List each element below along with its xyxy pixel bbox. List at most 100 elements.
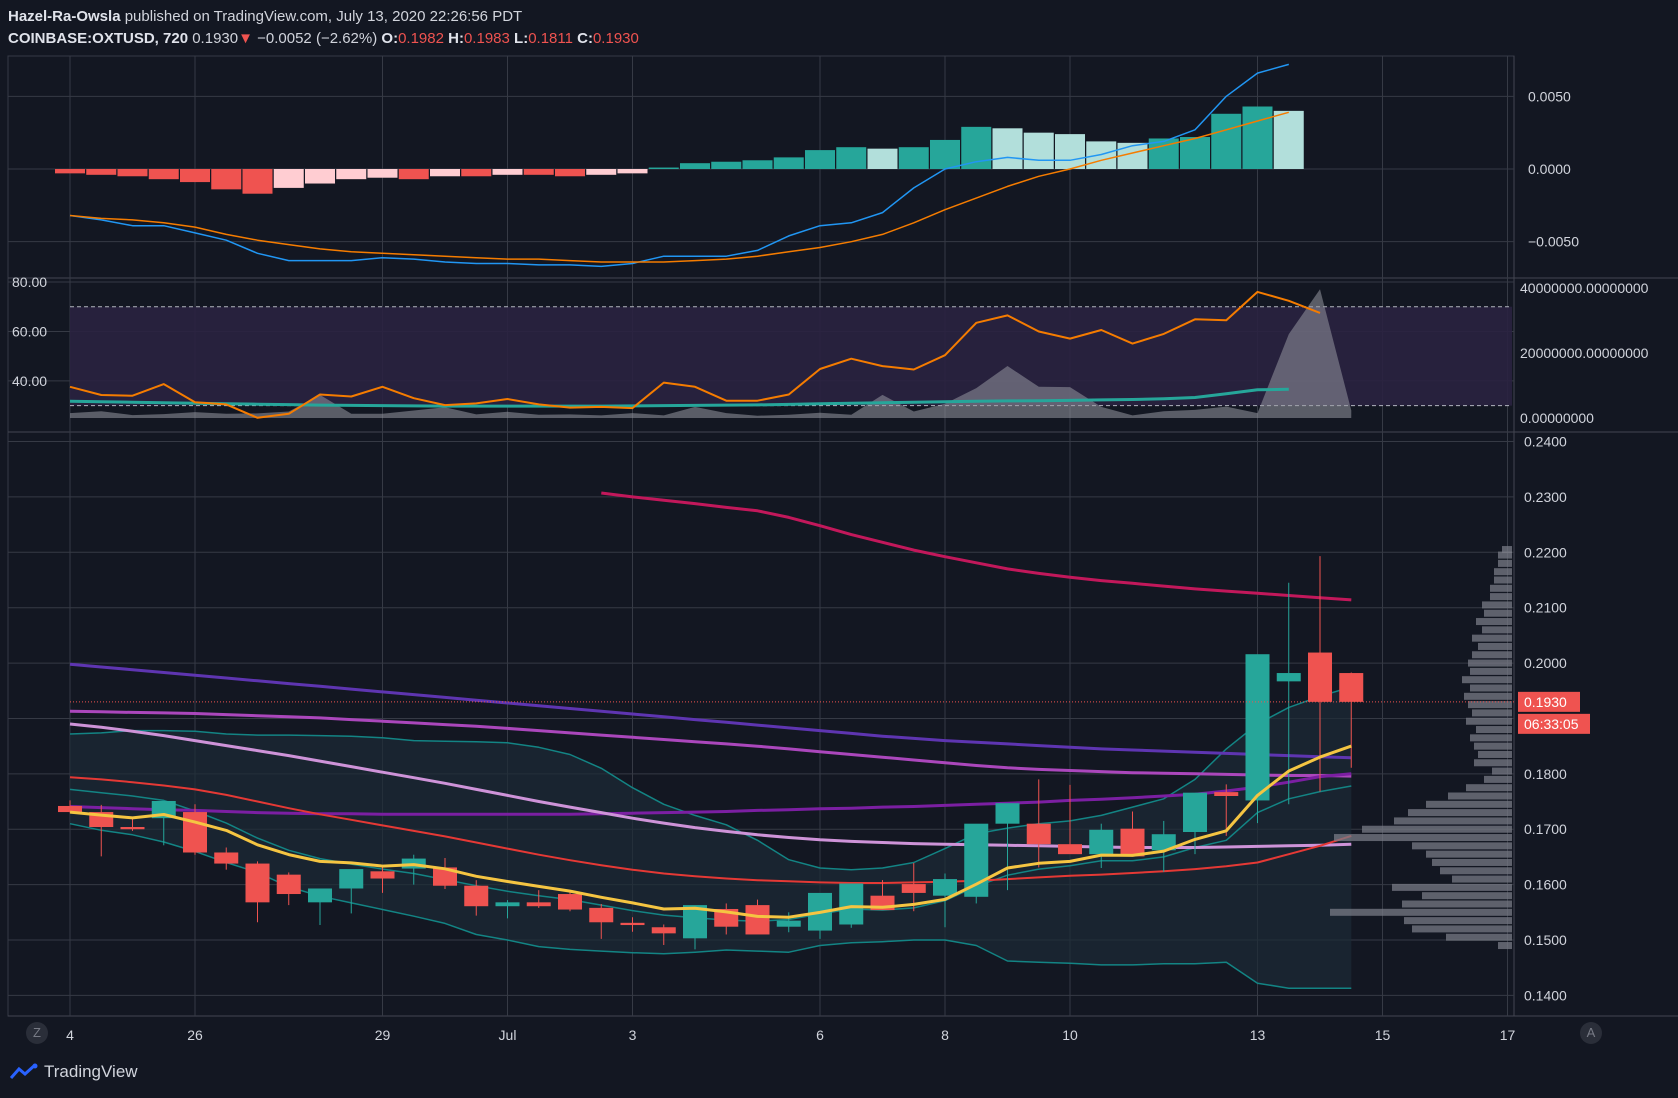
candle (339, 869, 364, 914)
volume-profile-bar (1404, 917, 1512, 925)
macd-histogram-bar (836, 147, 867, 169)
candle-body (995, 803, 1020, 824)
volume-profile-bar (1498, 942, 1512, 950)
countdown-tag (1518, 713, 1590, 734)
candle (1058, 784, 1082, 855)
candle-body (1214, 792, 1239, 796)
volume-profile-bar (1468, 659, 1512, 667)
candle-body (589, 907, 614, 923)
price-y-tick: 0.1800 (1524, 766, 1567, 782)
volume-profile-bar (1498, 551, 1512, 559)
volume-profile-bar (1462, 676, 1512, 684)
price-pane (58, 491, 1514, 989)
candle-body (776, 920, 801, 927)
macd-line (69, 63, 1290, 268)
volume-y-tick: 40000000.00000000 (1520, 280, 1649, 296)
ema-yellow (69, 744, 1352, 919)
candle (1276, 582, 1301, 805)
volume-profile-bar (1494, 576, 1512, 584)
volume-profile-bar (1470, 734, 1512, 742)
volume-profile-bar (1484, 609, 1512, 617)
candle-body (308, 888, 332, 903)
macd-histogram-bar (555, 169, 585, 177)
macd-pane (55, 63, 1304, 268)
volume-profile-bar (1470, 684, 1512, 692)
auto-scale-right-button[interactable]: A (1580, 1022, 1602, 1044)
axes: 4 26 29 Jul 3 6 8 10 13 15 17 0.0050 0.0000 −0.0050 80… (12, 88, 1649, 1043)
candle-body (1026, 823, 1051, 845)
high-value: 0.1983 (463, 30, 510, 47)
volume-profile-bar (1408, 809, 1512, 817)
macd-histogram-bar (742, 160, 773, 169)
volume-profile-bar (1492, 767, 1512, 775)
price-y-tick: 0.1600 (1524, 877, 1567, 893)
volume-profile-bar (1476, 618, 1512, 626)
volume-profile-bar (1490, 584, 1512, 592)
macd-histogram-bar (211, 169, 242, 190)
candle-body (651, 927, 676, 934)
sma-purple-rising (69, 772, 1352, 816)
candle-body (1183, 792, 1207, 832)
macd-histogram-bar (648, 167, 679, 169)
macd-histogram-bar (586, 169, 617, 175)
macd-histogram-bar (805, 150, 835, 169)
symbol-interval[interactable]: COINBASE:OXTUSD, 720 (8, 30, 189, 47)
candle (214, 847, 239, 870)
sma-purple-mid (69, 709, 1352, 778)
candle (776, 912, 801, 933)
candle-body (1089, 829, 1114, 855)
macd-histogram-bar (336, 169, 367, 180)
x-tick-label: 29 (375, 1027, 391, 1043)
last-price-tag (1518, 691, 1580, 712)
candle (589, 904, 614, 939)
volume-profile-bar (1448, 792, 1512, 800)
candle (464, 880, 489, 916)
tradingview-logo[interactable]: TradingView (10, 1062, 138, 1082)
x-tick-label: 13 (1250, 1027, 1266, 1043)
author-name[interactable]: Hazel-Ra-Owsla (8, 8, 121, 25)
macd-histogram-bar (961, 126, 992, 169)
volume-profile-bar (1394, 817, 1512, 825)
candle (370, 866, 395, 893)
candle-body (276, 874, 301, 895)
candle (245, 861, 270, 923)
rsi-ma-line (69, 387, 1289, 408)
close-value: 0.1930 (592, 30, 639, 47)
volume-profile-bar (1330, 908, 1512, 916)
macd-histogram-bar (1180, 137, 1210, 169)
candle (651, 924, 676, 945)
x-tick-label: 6 (816, 1027, 824, 1043)
x-tick-label: 3 (629, 1027, 637, 1043)
volume-profile-bar (1476, 726, 1512, 734)
macd-y-tick: −0.0050 (1528, 234, 1579, 250)
macd-histogram-bar (711, 161, 742, 169)
volume-profile-bar (1464, 692, 1512, 700)
candle-body (1058, 844, 1082, 855)
volume-profile-bar (1490, 593, 1512, 601)
candle (276, 872, 301, 906)
volume-area (70, 289, 1352, 418)
sma-magenta (601, 491, 1352, 602)
macd-histogram-bar (523, 169, 554, 175)
auto-scale-left-button[interactable]: Z (26, 1022, 48, 1044)
low-label: L: (514, 30, 529, 47)
candle (1183, 792, 1207, 855)
candle-body (745, 905, 770, 935)
x-tick-label: 26 (187, 1027, 203, 1043)
candle-body (58, 805, 82, 813)
last-price: 0.1930 (192, 30, 239, 47)
candle (58, 800, 82, 813)
bollinger-band-fill (70, 686, 1352, 989)
candle (526, 890, 551, 908)
candle (1089, 823, 1114, 868)
x-tick-label: 4 (66, 1027, 74, 1043)
macd-histogram-bar (1055, 134, 1085, 169)
price-y-tick: 0.1500 (1524, 932, 1567, 948)
macd-histogram-bar (86, 169, 117, 175)
candle-body (558, 894, 582, 910)
countdown-tag-text: 06:33:05 (1524, 716, 1579, 732)
close-label: C: (577, 30, 593, 47)
volume-profile-bar (1482, 626, 1512, 634)
macd-histogram-bar (492, 169, 523, 175)
